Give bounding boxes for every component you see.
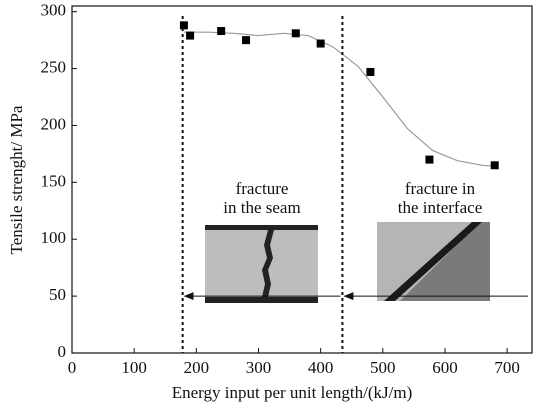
x-tick-label: 700 [494,358,520,377]
x-axis-label: Energy input per unit length/(kJ/m) [172,383,412,402]
y-tick-label: 0 [58,342,67,361]
y-tick-label: 200 [41,114,67,133]
x-tick-label: 200 [184,358,210,377]
annotation: the interface [398,198,482,217]
data-point [179,21,188,30]
y-tick-label: 300 [41,1,67,20]
fit-curve [183,31,495,168]
x-tick-label: 100 [121,358,147,377]
y-tick-label: 50 [49,285,66,304]
data-point [217,27,226,36]
x-tick-label: 400 [308,358,334,377]
data-point [186,31,195,40]
x-tick-label: 300 [246,358,272,377]
data-point [425,155,434,164]
plot-frame [71,5,533,354]
annotation: fracture [236,179,289,198]
x-tick-label: 600 [432,358,458,377]
annotation: in the seam [223,198,300,217]
data-point [366,67,375,76]
data-point [490,161,499,170]
y-tick-label: 250 [41,57,67,76]
data-point [316,39,325,48]
micrograph-seam [205,225,318,303]
annotation: fracture in [405,179,476,198]
data-point [291,29,300,38]
micrograph-interface [377,222,490,301]
x-tick-label: 0 [68,358,77,377]
x-tick-label: 500 [370,358,396,377]
data-point [242,36,251,45]
y-tick-label: 100 [41,228,67,247]
y-tick-label: 150 [41,171,67,190]
y-axis-label: Tensile strenght/ MPa [7,105,26,254]
